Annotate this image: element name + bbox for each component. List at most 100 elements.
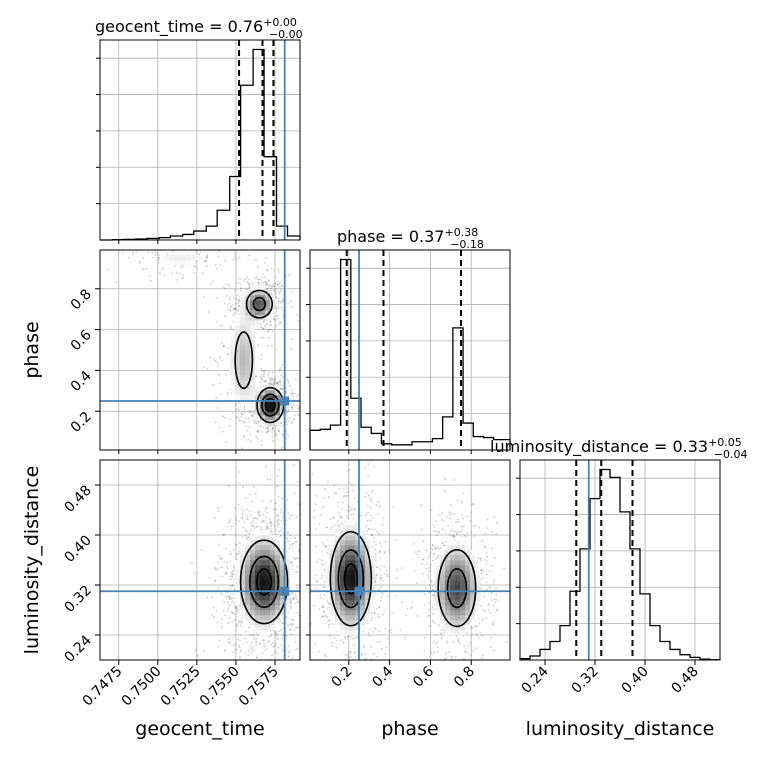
density-phase-vs-luminosity-distance-density-cell <box>355 555 361 561</box>
density-phase-vs-luminosity-distance-sample-point <box>482 569 485 572</box>
density-phase-vs-luminosity-distance-sample-point <box>384 627 387 630</box>
density-phase-vs-luminosity-distance-sample-point <box>410 607 413 610</box>
density-geocent-time-vs-luminosity-distance-density-cell <box>260 590 266 596</box>
density-geocent-time-vs-luminosity-distance-sample-point <box>285 615 288 618</box>
density-phase-vs-luminosity-distance-sample-point <box>383 552 386 555</box>
density-geocent-time-vs-phase-sample-point <box>248 284 251 286</box>
density-geocent-time-vs-phase-sample-point <box>149 275 151 278</box>
density-geocent-time-vs-luminosity-distance-density-cell <box>255 600 261 606</box>
density-phase-vs-luminosity-distance-sample-point <box>496 608 499 611</box>
density-phase-vs-luminosity-distance-density-cell <box>330 585 336 591</box>
density-phase-vs-luminosity-distance-sample-point <box>344 637 347 639</box>
density-geocent-time-vs-phase-sample-point <box>260 367 263 370</box>
density-geocent-time-vs-phase-sample-point <box>269 320 272 323</box>
density-geocent-time-vs-luminosity-distance-density-cell <box>235 560 241 566</box>
density-phase-vs-luminosity-distance-sample-point <box>427 601 430 604</box>
density-phase-vs-luminosity-distance-sample-point <box>333 524 336 527</box>
density-geocent-time-vs-phase-sample-point <box>156 257 159 260</box>
density-geocent-time-vs-phase-sample-point <box>280 306 283 309</box>
density-phase-vs-luminosity-distance-sample-point <box>371 617 374 620</box>
density-geocent-time-vs-luminosity-distance-density-cell <box>280 570 286 576</box>
density-geocent-time-vs-luminosity-distance-density-cell <box>235 595 241 601</box>
density-phase-vs-luminosity-distance-density-cell <box>460 605 466 611</box>
density-geocent-time-vs-phase-sample-point <box>291 421 293 423</box>
density-geocent-time-vs-phase-sample-point <box>275 381 278 384</box>
density-geocent-time-vs-phase-sample-point <box>157 254 160 257</box>
density-geocent-time-vs-luminosity-distance-density-cell <box>255 610 261 616</box>
density-phase-vs-luminosity-distance-sample-point <box>484 546 486 549</box>
density-phase-vs-luminosity-distance-sample-point <box>457 518 460 521</box>
density-phase-vs-luminosity-distance-sample-point <box>385 569 388 572</box>
density-geocent-time-vs-luminosity-distance-sample-point <box>219 557 222 560</box>
density-geocent-time-vs-luminosity-distance-sample-point <box>265 525 268 528</box>
density-geocent-time-vs-luminosity-distance-sample-point <box>250 529 253 532</box>
density-geocent-time-vs-luminosity-distance-sample-point <box>248 510 251 513</box>
density-phase-vs-luminosity-distance-sample-point <box>420 528 423 531</box>
density-geocent-time-vs-phase-sample-point <box>281 433 283 436</box>
density-geocent-time-vs-luminosity-distance-sample-point <box>276 524 279 527</box>
density-geocent-time-vs-phase-sample-point <box>227 347 230 349</box>
density-phase-vs-luminosity-distance-sample-point <box>444 540 447 543</box>
density-geocent-time-vs-luminosity-distance-sample-point <box>253 485 256 488</box>
density-phase-vs-luminosity-distance-sample-point <box>466 532 469 535</box>
density-geocent-time-vs-phase-sample-point <box>273 381 276 384</box>
density-phase-vs-luminosity-distance-sample-point <box>322 543 325 546</box>
density-geocent-time-vs-phase-panel <box>99 249 301 451</box>
density-geocent-time-vs-luminosity-distance-density-cell <box>250 560 256 566</box>
density-phase-vs-luminosity-distance-sample-point <box>489 611 491 614</box>
density-geocent-time-vs-phase-sample-point <box>212 280 214 283</box>
density-phase-vs-luminosity-distance-sample-point <box>331 641 333 644</box>
density-geocent-time-vs-phase-sample-point <box>271 378 274 381</box>
density-phase-vs-luminosity-distance-density-cell <box>355 570 361 576</box>
density-geocent-time-vs-phase-density-cell <box>270 410 276 416</box>
density-phase-vs-luminosity-distance-density-cell <box>340 565 346 571</box>
density-phase-vs-luminosity-distance-sample-point <box>316 561 318 563</box>
density-geocent-time-vs-luminosity-distance-sample-point <box>267 526 270 529</box>
density-geocent-time-vs-luminosity-distance-sample-point <box>226 525 229 528</box>
density-geocent-time-vs-phase-density-cell <box>240 400 246 406</box>
density-geocent-time-vs-phase-sample-point <box>264 281 267 283</box>
density-geocent-time-vs-luminosity-distance-sample-point <box>297 557 300 560</box>
density-phase-vs-luminosity-distance-density-cell <box>445 555 451 561</box>
density-geocent-time-vs-luminosity-distance-sample-point <box>274 502 277 505</box>
density-geocent-time-vs-luminosity-distance-sample-point <box>213 615 216 618</box>
density-phase-vs-luminosity-distance-density-cell <box>460 560 466 566</box>
density-geocent-time-vs-luminosity-distance-sample-point <box>276 533 279 536</box>
density-phase-vs-luminosity-distance-density-cell <box>370 555 376 561</box>
density-geocent-time-vs-phase-sample-point <box>236 407 239 410</box>
density-phase-vs-luminosity-distance-density-cell <box>440 620 446 626</box>
density-phase-vs-luminosity-distance-density-cell <box>335 585 341 591</box>
density-geocent-time-vs-luminosity-distance-density-cell <box>265 540 271 546</box>
density-geocent-time-vs-phase-sample-point <box>257 420 260 422</box>
density-phase-vs-luminosity-distance-sample-point <box>327 624 330 627</box>
density-geocent-time-vs-luminosity-distance-sample-point <box>290 605 292 608</box>
density-geocent-time-vs-phase-density-cell <box>240 320 246 326</box>
density-geocent-time-vs-luminosity-distance-sample-point <box>288 540 291 543</box>
density-geocent-time-vs-phase-sample-point <box>267 330 270 332</box>
density-geocent-time-vs-luminosity-distance-sample-point <box>223 649 226 652</box>
density-geocent-time-vs-phase-density-cell <box>245 375 251 381</box>
density-phase-vs-luminosity-distance-sample-point <box>349 651 352 653</box>
density-geocent-time-vs-phase-density-cell <box>240 355 246 361</box>
density-geocent-time-vs-luminosity-distance-density-cell <box>270 565 276 571</box>
density-geocent-time-vs-luminosity-distance-sample-point <box>292 542 295 545</box>
density-geocent-time-vs-luminosity-distance-density-cell <box>235 570 241 576</box>
density-phase-vs-luminosity-distance-density-cell <box>340 545 346 551</box>
density-geocent-time-vs-phase-density-cell <box>245 290 251 296</box>
density-phase-vs-luminosity-distance-sample-point <box>481 654 484 657</box>
density-geocent-time-vs-luminosity-distance-sample-point <box>225 573 228 576</box>
density-geocent-time-vs-phase-sample-point <box>280 374 283 377</box>
density-geocent-time-vs-luminosity-distance-sample-point <box>236 638 239 641</box>
density-geocent-time-vs-phase-sample-point <box>163 274 166 277</box>
density-geocent-time-vs-luminosity-distance-sample-point <box>293 492 296 495</box>
density-phase-vs-luminosity-distance-sample-point <box>438 624 440 627</box>
density-geocent-time-vs-phase-sample-point <box>286 423 288 426</box>
density-geocent-time-vs-luminosity-distance-sample-point <box>249 652 252 654</box>
density-phase-vs-luminosity-distance-sample-point <box>350 483 353 486</box>
density-phase-vs-luminosity-distance-sample-point <box>495 609 498 612</box>
density-phase-vs-luminosity-distance-sample-point <box>431 585 434 588</box>
density-geocent-time-vs-phase-sample-point <box>290 406 293 408</box>
density-geocent-time-vs-luminosity-distance-sample-point <box>228 605 231 608</box>
density-geocent-time-vs-luminosity-distance-sample-point <box>254 517 257 519</box>
density-phase-vs-luminosity-distance-sample-point <box>369 519 371 522</box>
